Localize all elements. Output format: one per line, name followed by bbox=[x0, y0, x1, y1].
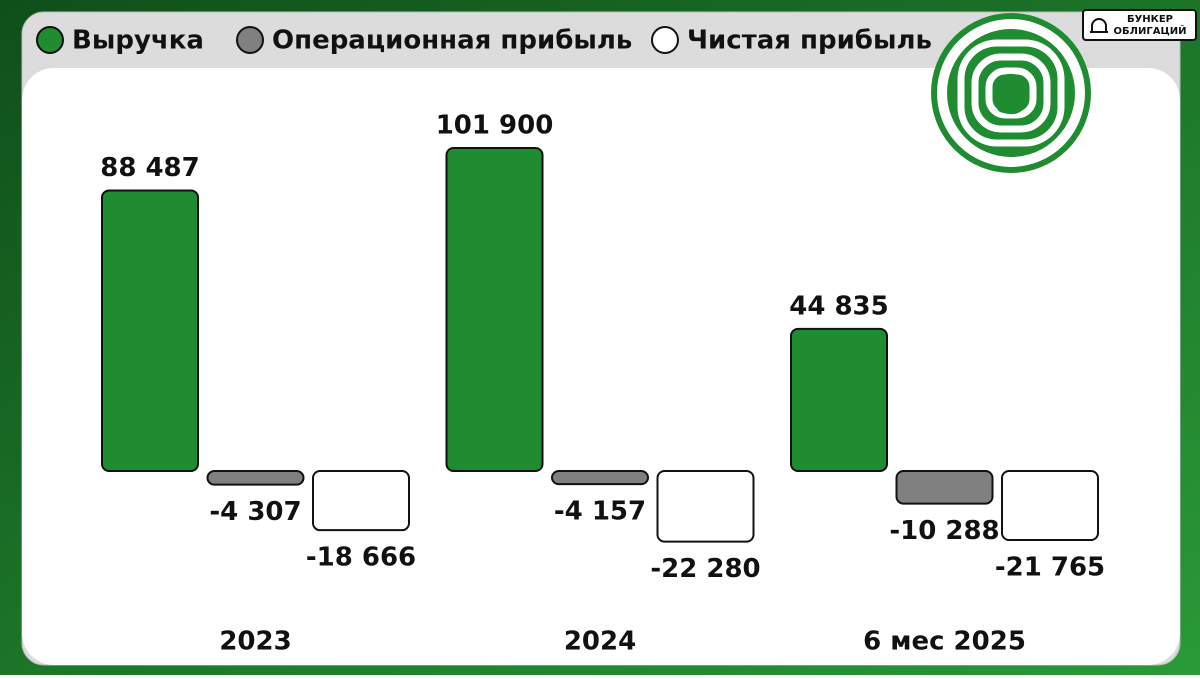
bar bbox=[551, 470, 649, 486]
legend-swatch bbox=[36, 26, 64, 54]
legend-label: Выручка bbox=[72, 26, 204, 56]
brand-line: ОБЛИГАЦИЙ bbox=[1114, 24, 1187, 37]
data-label: -21 765 bbox=[995, 552, 1105, 582]
brand-line: БУНКЕР bbox=[1127, 14, 1173, 25]
legend: Выручка Операционная прибыль Чистая прибыл… bbox=[36, 26, 932, 56]
bar bbox=[312, 470, 410, 532]
bar bbox=[656, 470, 755, 543]
legend-swatch bbox=[236, 26, 264, 54]
data-label: 88 487 bbox=[100, 153, 200, 183]
x-tick-label: 6 мес 2025 bbox=[863, 627, 1026, 657]
data-label: -18 666 bbox=[306, 543, 416, 573]
data-label: -10 288 bbox=[889, 516, 999, 546]
legend-label: Чистая прибыль bbox=[687, 26, 932, 56]
x-tick-label: 2024 bbox=[564, 627, 636, 657]
legend-swatch bbox=[651, 26, 679, 54]
bar bbox=[895, 470, 994, 505]
x-tick-label: 2023 bbox=[219, 627, 291, 657]
bar bbox=[1001, 470, 1099, 541]
logo bbox=[931, 13, 1091, 173]
plot-area bbox=[22, 68, 1180, 665]
legend-label: Операционная прибыль bbox=[272, 26, 632, 56]
data-label: -22 280 bbox=[650, 554, 760, 584]
bar bbox=[445, 146, 544, 473]
data-label: 101 900 bbox=[436, 110, 554, 140]
data-label: 44 835 bbox=[789, 291, 889, 321]
bar bbox=[206, 470, 305, 486]
bar bbox=[790, 327, 888, 472]
bar bbox=[101, 189, 199, 472]
data-label: -4 157 bbox=[554, 497, 646, 527]
data-label: -4 307 bbox=[209, 497, 301, 527]
brand: БУНКЕР ОБЛИГАЦИЙ bbox=[1082, 9, 1197, 41]
